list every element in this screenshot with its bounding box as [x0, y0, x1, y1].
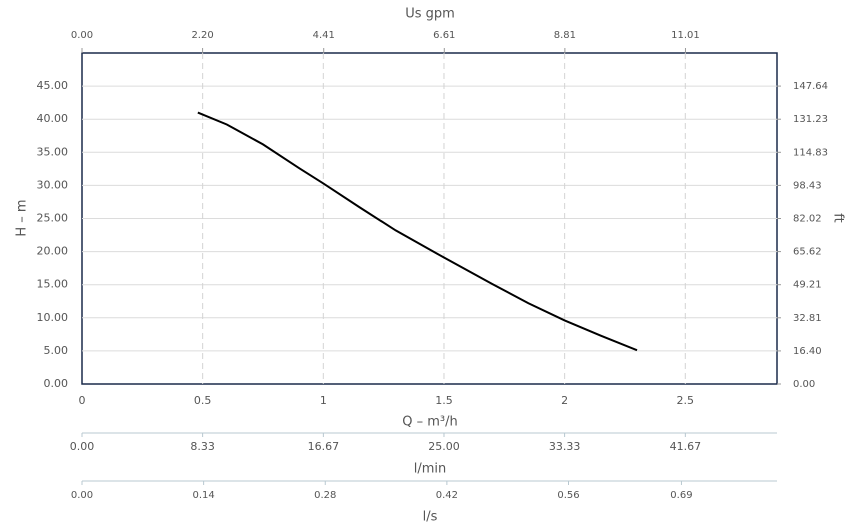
y-tick-label: 25.00 — [37, 212, 69, 225]
top-axis-title: Us gpm — [405, 7, 455, 22]
y2-tick-label: 49.21 — [793, 280, 822, 291]
y2-tick-label: 114.83 — [793, 147, 828, 158]
bottom-axis-title: l/min — [414, 462, 447, 477]
x-axis-title: Q – m³/h — [402, 415, 458, 430]
y-axis-title: H – m — [15, 199, 30, 236]
top-tick-label: 0.00 — [71, 30, 93, 41]
y-tick-label: 15.00 — [37, 278, 69, 291]
x-tick-label: 2 — [561, 394, 568, 407]
y2-tick-label: 32.81 — [793, 313, 822, 324]
x-tick-label: 1 — [320, 394, 327, 407]
x-tick-label: 0 — [79, 394, 86, 407]
y-tick-label: 45.00 — [37, 79, 69, 92]
y-tick-label: 35.00 — [37, 145, 69, 158]
y2-tick-label: 16.40 — [793, 346, 822, 357]
y2-tick-label: 98.43 — [793, 180, 822, 191]
bottom-axis-tick-label: 41.67 — [670, 440, 702, 453]
bottom-axis-tick-label: 8.33 — [190, 440, 215, 453]
y-tick-label: 5.00 — [44, 344, 69, 357]
top-tick-label: 8.81 — [554, 30, 576, 41]
top-tick-label: 6.61 — [433, 30, 455, 41]
curve — [197, 111, 638, 352]
bottom-axis-tick-label: 0.28 — [314, 490, 336, 501]
top-tick-label: 4.41 — [313, 30, 335, 41]
y2-axis-title: ft — [831, 213, 846, 222]
y2-tick-label: 131.23 — [793, 114, 828, 125]
x-tick-label: 2.5 — [677, 394, 695, 407]
bottom-axis-tick-label: 0.00 — [71, 490, 93, 501]
bottom-axis-title: l/s — [423, 510, 438, 525]
top-tick-label: 2.20 — [191, 30, 213, 41]
bottom-axis-tick-label: 0.00 — [70, 440, 95, 453]
bottom-axis-tick-label: 25.00 — [428, 440, 460, 453]
y2-tick-label: 82.02 — [793, 214, 822, 225]
y-tick-label: 30.00 — [37, 178, 69, 191]
y2-tick-label: 0.00 — [793, 379, 815, 390]
bottom-axis-tick-label: 0.56 — [557, 490, 579, 501]
bottom-axis-tick-label: 0.14 — [192, 490, 214, 501]
bottom-axis-tick-label: 0.42 — [436, 490, 458, 501]
y-tick-label: 0.00 — [44, 377, 69, 390]
bottom-axis-tick-label: 16.67 — [308, 440, 340, 453]
y-tick-label: 20.00 — [37, 245, 69, 258]
y-tick-label: 40.00 — [37, 112, 69, 125]
x-tick-label: 1.5 — [435, 394, 453, 407]
y2-tick-label: 147.64 — [793, 81, 828, 92]
y2-tick-label: 65.62 — [793, 247, 822, 258]
top-tick-label: 11.01 — [671, 30, 700, 41]
bottom-axis-tick-label: 0.69 — [670, 490, 692, 501]
y-tick-label: 10.00 — [37, 311, 69, 324]
bottom-axis-tick-label: 33.33 — [549, 440, 581, 453]
x-tick-label: 0.5 — [194, 394, 212, 407]
